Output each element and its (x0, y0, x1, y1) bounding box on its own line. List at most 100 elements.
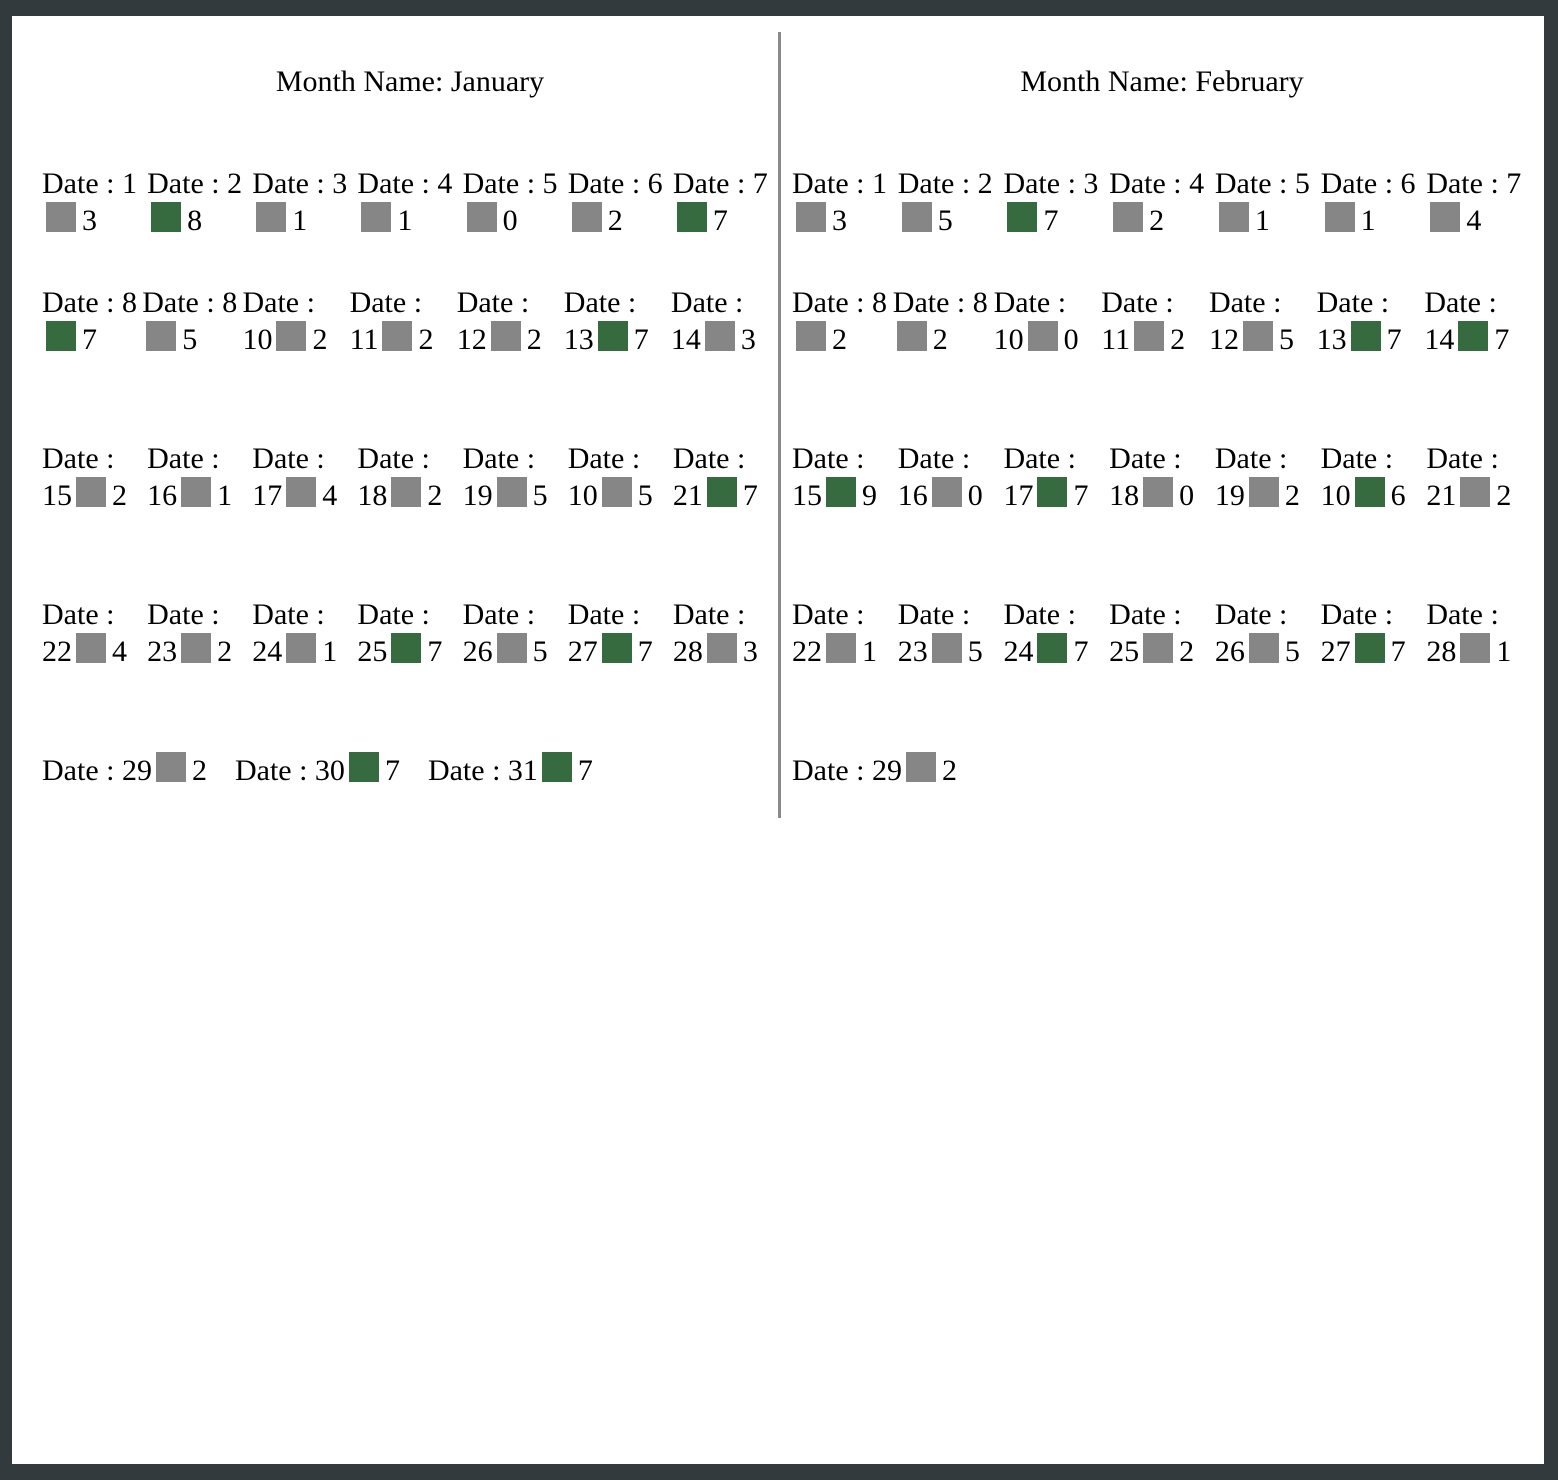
day-value: 1 (322, 635, 338, 668)
status-square (155, 752, 186, 782)
day-cell: Date : 5 1 (1215, 165, 1321, 239)
day-label: Date : 13 (563, 286, 637, 356)
status-square (1037, 477, 1068, 507)
day-cell: Date : 31 7 (428, 752, 593, 789)
day-value: 2 (191, 754, 207, 787)
status-square (1350, 321, 1381, 351)
day-cell: Date : 21 7 (673, 440, 778, 514)
day-label: Date : 23 (897, 598, 971, 668)
day-cell: Date : 6 2 (568, 165, 673, 239)
status-square (931, 477, 962, 507)
day-cell: Date : 29 2 (792, 752, 957, 789)
day-cell: Date : 25 7 (357, 596, 462, 670)
day-value: 9 (862, 479, 877, 512)
status-square (1430, 202, 1461, 232)
day-row: Date : 22 4 Date : 23 2 Date : 24 1 Date : 25 7… (42, 596, 778, 670)
day-label: Date : 29 (42, 754, 152, 787)
day-value: 5 (967, 635, 983, 668)
day-label: Date : 26 (1214, 598, 1288, 668)
day-value: 4 (322, 479, 338, 512)
day-cell: Date : 28 3 (673, 596, 778, 670)
day-cell: Date : 2 5 (898, 165, 1004, 239)
day-cell: Date : 18 2 (357, 440, 462, 514)
day-cell: Date : 22 1 (792, 596, 898, 670)
day-label: Date : 27 (567, 598, 641, 668)
day-value: 2 (112, 479, 127, 512)
status-square (1248, 633, 1279, 663)
day-label: Date : 19 (1214, 442, 1288, 512)
status-square (676, 202, 707, 232)
day-label: Date : 24 (252, 598, 325, 668)
day-value: 5 (1284, 635, 1300, 668)
status-square (181, 633, 212, 663)
day-cell: Date : 13 7 (1317, 284, 1425, 358)
day-value: 7 (742, 479, 758, 512)
status-square (706, 477, 737, 507)
status-square (704, 321, 735, 351)
day-label: Date : 8 (792, 286, 887, 319)
day-label: Date : 24 (1003, 598, 1076, 668)
day-label: Date : 2 (147, 167, 243, 200)
day-label: Date : 14 (1424, 286, 1497, 356)
day-value: 5 (937, 204, 953, 237)
status-square (76, 633, 106, 663)
day-cell: Date : 21 2 (1426, 440, 1532, 514)
day-label: Date : 6 (567, 167, 663, 200)
day-value: 2 (1179, 635, 1195, 668)
status-square (571, 202, 602, 232)
day-label: Date : 11 (1101, 286, 1174, 356)
status-square (1143, 477, 1174, 507)
status-square (905, 752, 936, 782)
day-value: 1 (1496, 635, 1512, 668)
day-label: Date : 30 (234, 754, 345, 787)
day-cell: Date : 23 5 (898, 596, 1004, 670)
status-square (1113, 202, 1144, 232)
day-value: 1 (217, 479, 233, 512)
day-cell: Date : 6 1 (1321, 165, 1427, 239)
status-square (1143, 633, 1174, 663)
day-label: Date : 15 (42, 442, 115, 512)
day-cell: Date : 29 2 (42, 752, 207, 789)
day-cell: Date : 22 4 (42, 596, 147, 670)
day-cell: Date : 14 3 (671, 284, 778, 358)
day-value: 1 (397, 204, 413, 237)
day-value: 1 (1254, 204, 1270, 237)
month-title: Month Name: February (1020, 65, 1304, 98)
status-square (382, 321, 413, 351)
day-label: Date : 6 (1320, 167, 1416, 200)
day-value: 2 (941, 754, 957, 787)
day-label: Date : 2 (897, 167, 993, 200)
status-square (1460, 633, 1491, 663)
status-square (901, 202, 932, 232)
status-square (796, 202, 826, 232)
status-square (146, 321, 177, 351)
day-cell: Date : 7 7 (673, 165, 778, 239)
status-square (1354, 477, 1385, 507)
day-value: 7 (1494, 323, 1510, 356)
day-label: Date : 31 (427, 754, 538, 787)
day-cell: Date : 4 2 (1109, 165, 1215, 239)
day-cell: Date : 16 1 (147, 440, 252, 514)
day-value: 7 (1043, 204, 1059, 237)
day-label: Date : 22 (792, 598, 865, 668)
day-cell: Date : 24 7 (1003, 596, 1109, 670)
status-square (601, 477, 632, 507)
day-cell: Date : 30 7 (235, 752, 400, 789)
day-label: Date : 16 (897, 442, 971, 512)
day-value: 3 (82, 204, 97, 237)
day-label: Date : 10 (567, 442, 641, 512)
day-value: 2 (1149, 204, 1165, 237)
months-container: Month Name: January Date : 1 3 Date : 2 8 Da… (12, 16, 1544, 818)
day-value: 7 (1390, 635, 1406, 668)
day-cell: Date : 8 2 (792, 284, 893, 358)
status-square (1242, 321, 1273, 351)
status-square (496, 633, 527, 663)
day-label: Date : 10 (1320, 442, 1394, 512)
day-value: 5 (637, 479, 653, 512)
day-value: 1 (292, 204, 308, 237)
day-cell: Date : 26 5 (1215, 596, 1321, 670)
day-label: Date : 25 (357, 598, 430, 668)
day-cell: Date : 1 3 (792, 165, 898, 239)
day-row: Date : 87 Date : 85 Date : 10 2 Date : 11 2 Da… (42, 284, 778, 358)
status-square (706, 633, 737, 663)
